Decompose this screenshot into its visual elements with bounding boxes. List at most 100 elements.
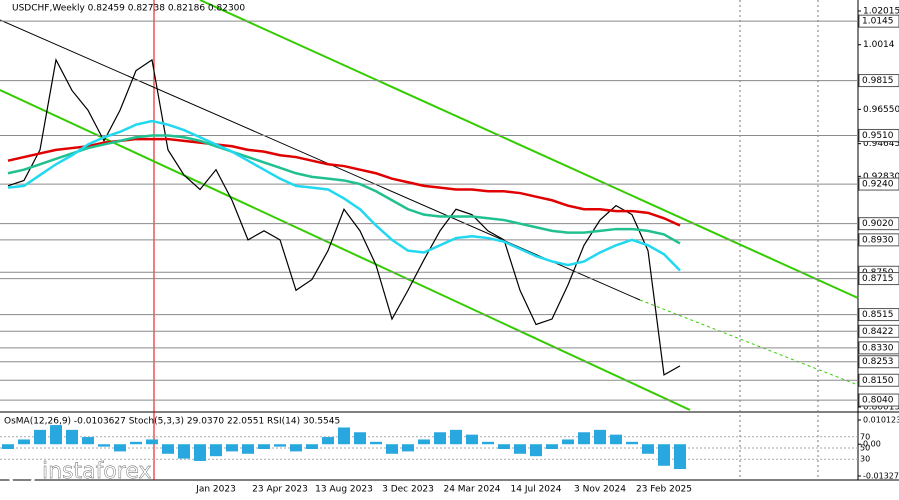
histogram-bar: [386, 444, 398, 454]
y-tick-label: 0.00: [863, 440, 881, 449]
histogram-bar: [434, 432, 446, 445]
histogram-bar: [146, 439, 158, 445]
histogram-bar: [322, 437, 334, 445]
y-tick-label: 0.92830: [863, 172, 899, 182]
histogram-bar: [370, 441, 382, 445]
level-box: [858, 308, 899, 322]
level-box: [858, 128, 899, 142]
level-box: [858, 74, 899, 88]
logo-tagline: Instant Forex Trading: [46, 486, 151, 497]
level-label: 0.8930: [862, 235, 894, 245]
level-label: 0.9815: [862, 76, 894, 86]
histogram-bar: [642, 444, 654, 454]
y2-tick-label: 30: [860, 455, 870, 464]
histogram-bar: [674, 444, 686, 470]
y2-tick-label: 70: [860, 432, 870, 441]
histogram-bar: [466, 434, 478, 445]
histogram-bar: [290, 444, 302, 452]
level-label: 0.9240: [862, 180, 894, 190]
level-label: 0.8715: [862, 274, 894, 284]
histogram-bar: [626, 441, 638, 445]
level-box: [858, 393, 899, 407]
indicator-title: OsMA(12,26,9) -0.0103627 Stoch(5,3,3) 29…: [4, 417, 340, 427]
x-tick-label: 23 Feb 2025: [636, 485, 692, 495]
channel-line: [199, 0, 859, 299]
histogram-bar: [258, 444, 270, 450]
histogram-bar: [530, 444, 542, 457]
histogram-bar: [210, 444, 222, 457]
y-tick-label: 0.010123: [863, 416, 899, 425]
histogram-bar: [178, 444, 190, 459]
level-label: 0.9020: [862, 219, 894, 229]
x-tick-label: 14 Jul 2024: [511, 485, 562, 495]
histogram-bar: [98, 444, 110, 447]
histogram-bar: [194, 444, 206, 461]
histogram-bar: [562, 439, 574, 445]
level-label: 0.8040: [862, 396, 894, 406]
x-tick-label: 13 Aug 2023: [315, 485, 373, 495]
histogram-bar: [578, 432, 590, 445]
x-tick-label: 23 Apr 2023: [252, 485, 308, 495]
y-tick-label: 0.96550: [863, 105, 899, 115]
histogram-bar: [354, 432, 366, 445]
level-box: [858, 217, 899, 231]
level-label: 0.8330: [862, 343, 894, 353]
histogram-bar: [402, 444, 414, 452]
histogram-bar: [658, 444, 670, 466]
level-box: [858, 341, 899, 355]
level-label: 0.8515: [862, 310, 894, 320]
level-box: [858, 324, 899, 338]
level-box: [858, 272, 899, 286]
histogram-bar: [162, 444, 174, 454]
histogram-bar: [274, 444, 286, 447]
histogram-bar: [50, 425, 62, 445]
channel-line: [0, 89, 691, 411]
histogram-bar: [130, 441, 142, 445]
y-tick-label: 0.80015: [863, 402, 899, 412]
level-box: [858, 233, 899, 247]
histogram-bar: [82, 437, 94, 445]
y-tick-label: 1.0014: [863, 40, 895, 50]
histogram-bar: [18, 439, 30, 445]
level-label: 0.8150: [862, 376, 894, 386]
histogram-bar: [34, 429, 46, 445]
trend-channels: [0, 0, 859, 411]
price-line: [7, 58, 681, 376]
histogram-bar: [242, 444, 254, 454]
x-tick-label: 3 Nov 2024: [574, 485, 626, 495]
level-label: 0.9510: [862, 131, 894, 141]
y-tick-label: 1.02015: [863, 6, 899, 16]
x-tick-label: 24 Mar 2024: [443, 485, 500, 495]
y2-tick-label: 50: [860, 444, 870, 453]
level-box: [858, 373, 899, 387]
logo: instaforex Instant Forex Trading: [8, 459, 152, 497]
histogram-bar: [546, 444, 558, 450]
histogram-bar: [226, 444, 238, 452]
level-box: [858, 177, 899, 191]
logo-icon: [8, 461, 36, 489]
trend-line: [0, 19, 641, 301]
histogram-bar: [498, 444, 510, 450]
level-box: [858, 355, 899, 369]
x-tick-label: Jan 2023: [195, 485, 236, 495]
histogram-bar: [450, 429, 462, 445]
level-label: 0.8422: [862, 327, 894, 337]
x-tick-label: 3 Dec 2023: [382, 485, 434, 495]
histogram-bar: [338, 427, 350, 445]
histogram-bar: [594, 429, 606, 445]
moving-average: [7, 134, 681, 245]
y-tick-label: 0.94645: [863, 139, 899, 149]
histogram-bar: [482, 441, 494, 445]
level-label: 0.8253: [862, 357, 894, 367]
histogram-bar: [418, 439, 430, 445]
chart-title: USDCHF,Weekly 0.82459 0.82738 0.82186 0.…: [12, 4, 245, 14]
histogram-bar: [610, 434, 622, 445]
histogram-bar: [66, 429, 78, 445]
histogram-bar: [114, 444, 126, 452]
logo-name: instaforex: [42, 459, 152, 484]
histogram-bar: [2, 444, 14, 450]
histogram-bar: [306, 444, 318, 450]
